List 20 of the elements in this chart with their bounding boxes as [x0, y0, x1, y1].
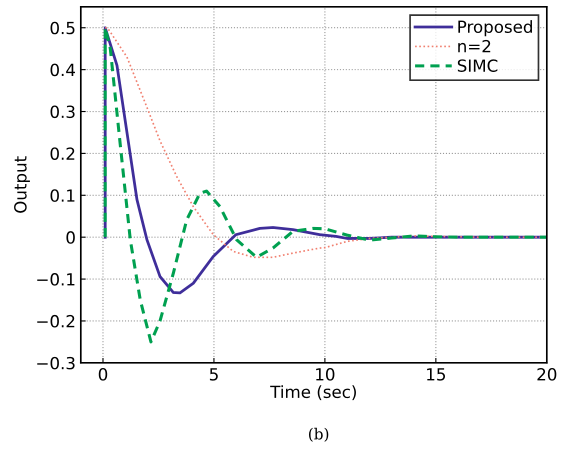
legend-label: SIMC: [458, 59, 498, 72]
y-tick-label: 0.5: [50, 22, 74, 34]
y-tick-label: 0: [66, 231, 75, 244]
x-axis-title: Time (sec): [270, 385, 356, 400]
y-tick-label: 0.4: [50, 64, 76, 76]
x-tick-label: 0: [98, 368, 108, 381]
x-tick-label: 15: [427, 368, 445, 381]
y-tick-label: 0.1: [50, 189, 74, 202]
y-tick-label: 0.2: [50, 147, 74, 160]
y-tick-label: −0.3: [37, 356, 75, 370]
y-tick-label: −0.1: [37, 273, 74, 286]
y-axis-title: Output: [14, 156, 30, 213]
legend-label: Proposed: [458, 20, 532, 36]
x-tick-label: 20: [537, 368, 556, 381]
y-tick-label: −0.2: [37, 314, 74, 328]
x-tick-label: 5: [210, 368, 218, 381]
y-tick-label: 0.3: [50, 105, 75, 118]
legend-label: n=2: [458, 40, 490, 52]
text: (b): [308, 428, 328, 442]
x-tick-label: 10: [316, 368, 334, 381]
